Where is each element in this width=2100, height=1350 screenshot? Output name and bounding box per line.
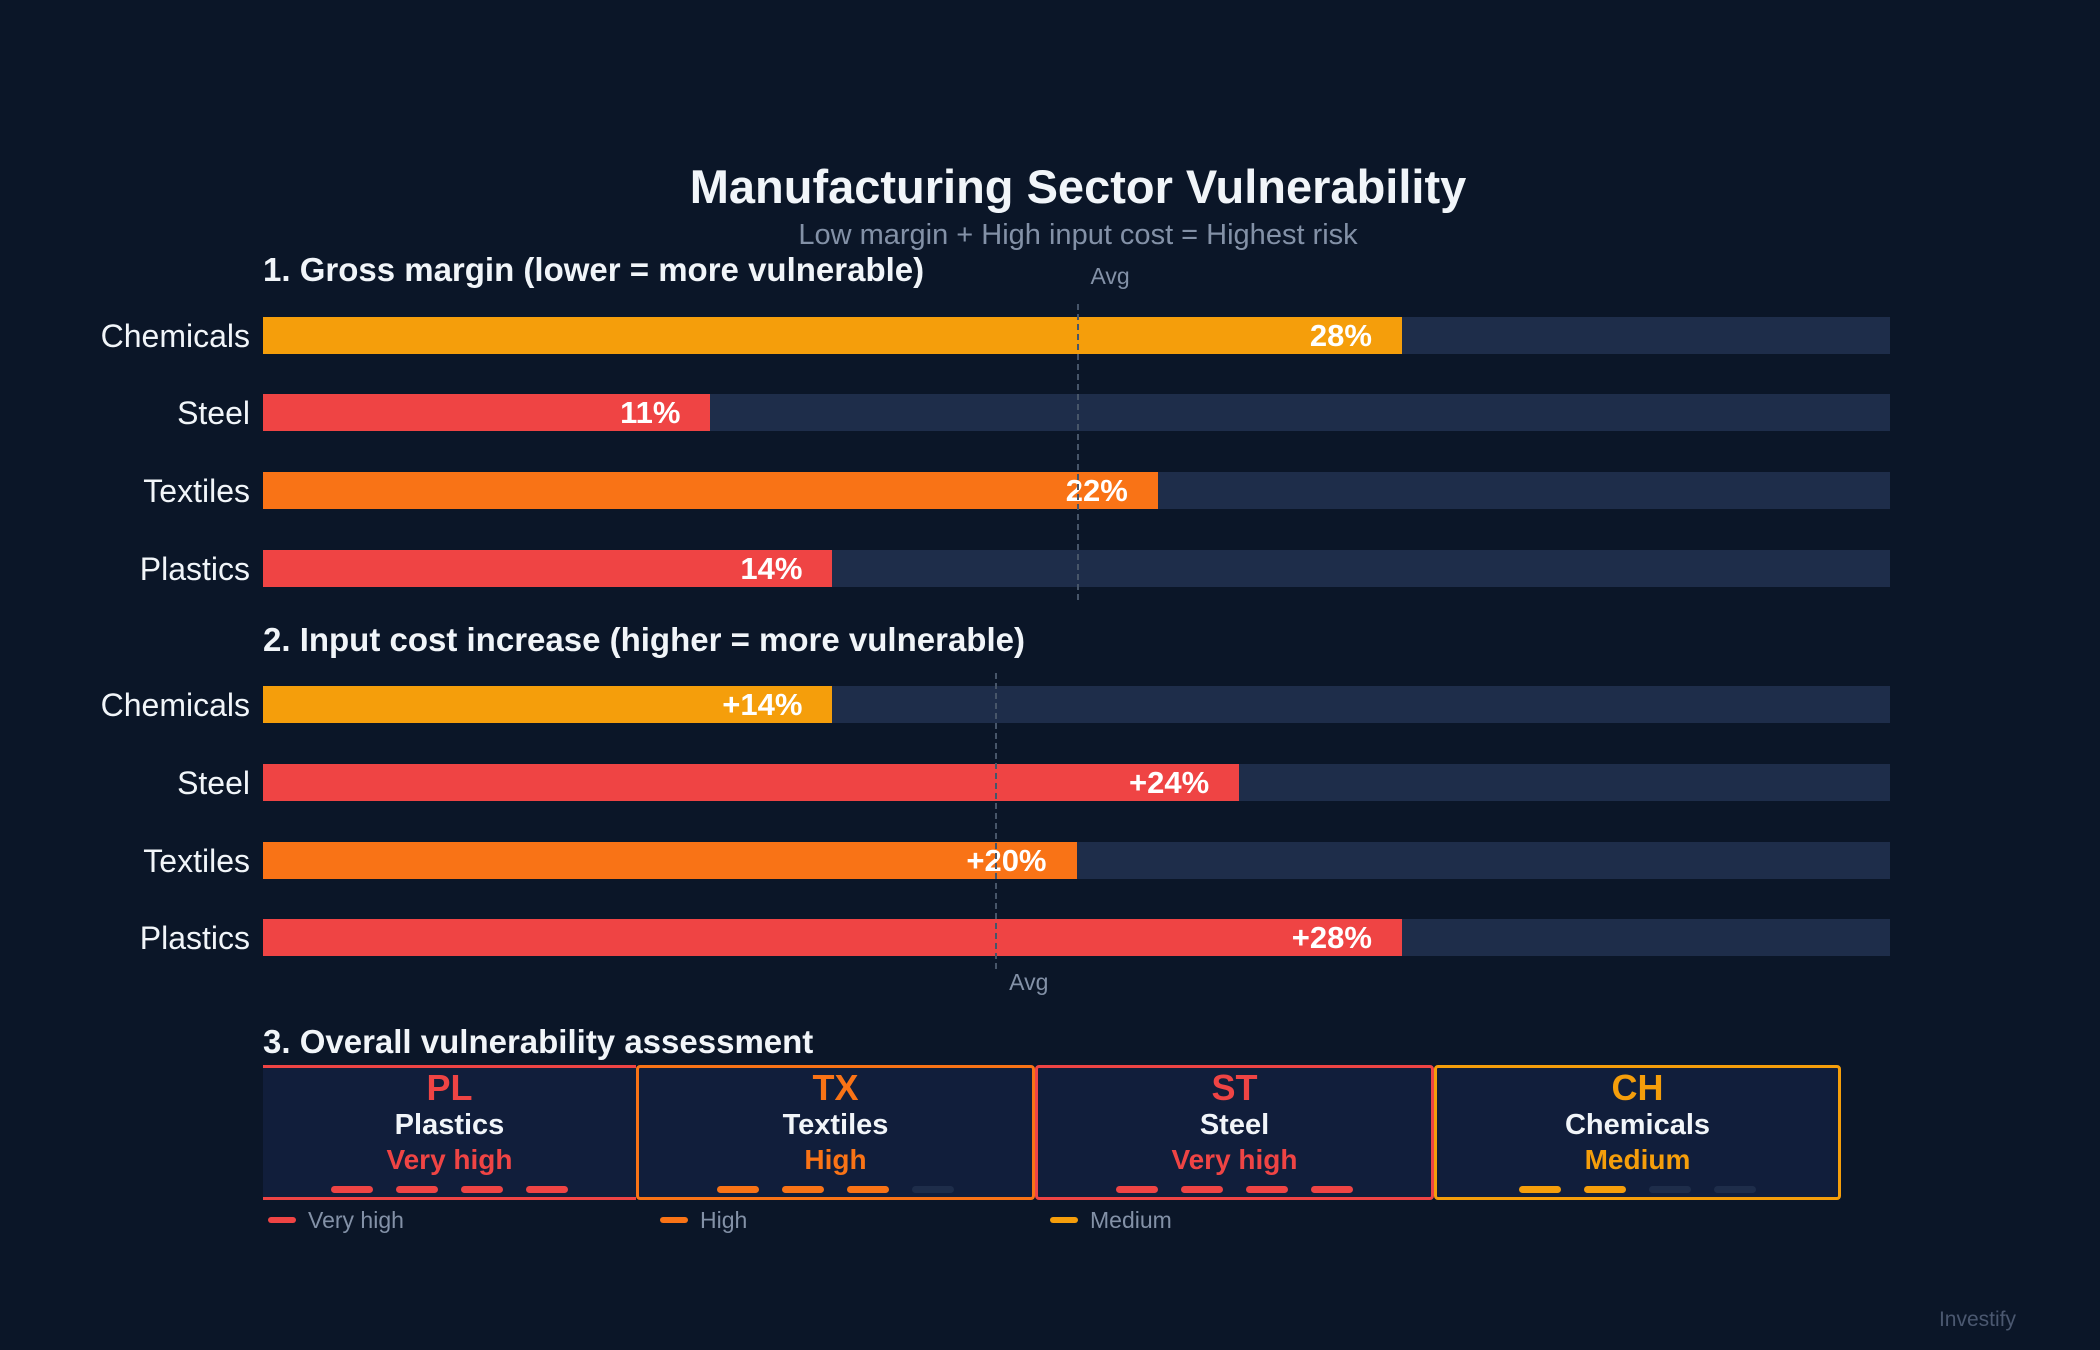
score-dot bbox=[1311, 1186, 1353, 1193]
value-label: 14% bbox=[740, 551, 803, 586]
bar bbox=[263, 550, 833, 587]
sector-name: Steel bbox=[1199, 1109, 1270, 1141]
value-label: +14% bbox=[722, 687, 803, 722]
value-label: +28% bbox=[1291, 920, 1372, 955]
score-dots bbox=[263, 1186, 636, 1193]
value-label: 28% bbox=[1309, 318, 1372, 353]
category-label: Textiles bbox=[143, 843, 250, 879]
assessment-card[interactable]: CH Chemicals Medium bbox=[1434, 1065, 1841, 1200]
score-dots bbox=[1038, 1186, 1431, 1193]
legend-swatch bbox=[660, 1217, 688, 1223]
category-label: Textiles bbox=[143, 473, 250, 509]
score-dot bbox=[1116, 1186, 1158, 1193]
sector-name: Plastics bbox=[394, 1109, 505, 1141]
sector-code: PL bbox=[426, 1067, 473, 1108]
vulnerability-level: Medium bbox=[1584, 1144, 1691, 1175]
bar bbox=[263, 394, 711, 431]
legend-label: Medium bbox=[1090, 1207, 1172, 1233]
sector-name: Chemicals bbox=[1564, 1109, 1711, 1141]
score-dot bbox=[331, 1186, 373, 1193]
score-dot bbox=[526, 1186, 568, 1193]
category-label: Chemicals bbox=[100, 318, 250, 354]
category-label: Chemicals bbox=[100, 687, 250, 723]
score-dot bbox=[396, 1186, 438, 1193]
legend-item: Very high bbox=[268, 1206, 404, 1234]
sector-code: ST bbox=[1211, 1067, 1258, 1108]
chart-title: Manufacturing Sector Vulnerability bbox=[689, 160, 1467, 213]
bar bbox=[263, 686, 833, 723]
legend-label: Very high bbox=[308, 1207, 404, 1233]
average-line bbox=[995, 673, 998, 969]
watermark: Investify bbox=[1938, 1308, 2016, 1331]
score-dot bbox=[1246, 1186, 1288, 1193]
legend-item: High bbox=[660, 1206, 747, 1234]
score-dot bbox=[912, 1186, 954, 1193]
value-label: +20% bbox=[966, 843, 1047, 878]
value-label: +24% bbox=[1129, 765, 1210, 800]
score-dot bbox=[1519, 1186, 1561, 1193]
bar bbox=[263, 472, 1158, 509]
category-label: Plastics bbox=[139, 920, 250, 956]
value-label: 22% bbox=[1065, 473, 1128, 508]
assessment-title: 3. Overall vulnerability assessment bbox=[263, 1023, 814, 1060]
bar bbox=[263, 919, 1402, 956]
legend-label: High bbox=[700, 1207, 748, 1233]
legend-item: Medium bbox=[1050, 1206, 1172, 1234]
section-title: 1. Gross margin (lower = more vulnerable… bbox=[263, 251, 925, 288]
vulnerability-level: Very high bbox=[1171, 1144, 1298, 1175]
assessment-card[interactable]: ST Steel Very high bbox=[1035, 1065, 1434, 1200]
score-dots bbox=[639, 1186, 1032, 1193]
score-dot bbox=[1649, 1186, 1691, 1193]
sector-code: TX bbox=[812, 1067, 859, 1108]
score-dot bbox=[1714, 1186, 1756, 1193]
score-dots bbox=[1437, 1186, 1838, 1193]
bar bbox=[263, 842, 1077, 879]
bar bbox=[263, 764, 1240, 801]
score-dot bbox=[782, 1186, 824, 1193]
score-dot bbox=[461, 1186, 503, 1193]
section-title: 2. Input cost increase (higher = more vu… bbox=[263, 621, 1025, 658]
score-dot bbox=[847, 1186, 889, 1193]
legend-swatch bbox=[268, 1217, 296, 1223]
score-dot bbox=[1181, 1186, 1223, 1193]
average-line bbox=[1076, 304, 1079, 600]
vulnerability-level: High bbox=[804, 1144, 867, 1175]
legend-swatch bbox=[1050, 1217, 1078, 1223]
sector-name: Textiles bbox=[782, 1109, 889, 1141]
category-label: Steel bbox=[177, 765, 250, 801]
vulnerability-level: Very high bbox=[386, 1144, 513, 1175]
chart-subtitle: Low margin + High input cost = Highest r… bbox=[798, 219, 1358, 251]
score-dot bbox=[1584, 1186, 1626, 1193]
score-dot bbox=[717, 1186, 759, 1193]
sector-code: CH bbox=[1611, 1067, 1664, 1108]
average-label: Avg bbox=[1090, 263, 1130, 289]
bar bbox=[263, 317, 1402, 354]
value-label: 11% bbox=[620, 395, 681, 430]
assessment-card[interactable]: PL Plastics Very high bbox=[263, 1065, 636, 1200]
category-label: Plastics bbox=[139, 551, 250, 587]
assessment-card[interactable]: TX Textiles High bbox=[636, 1065, 1035, 1200]
average-label: Avg bbox=[1009, 969, 1049, 995]
category-label: Steel bbox=[177, 395, 250, 431]
